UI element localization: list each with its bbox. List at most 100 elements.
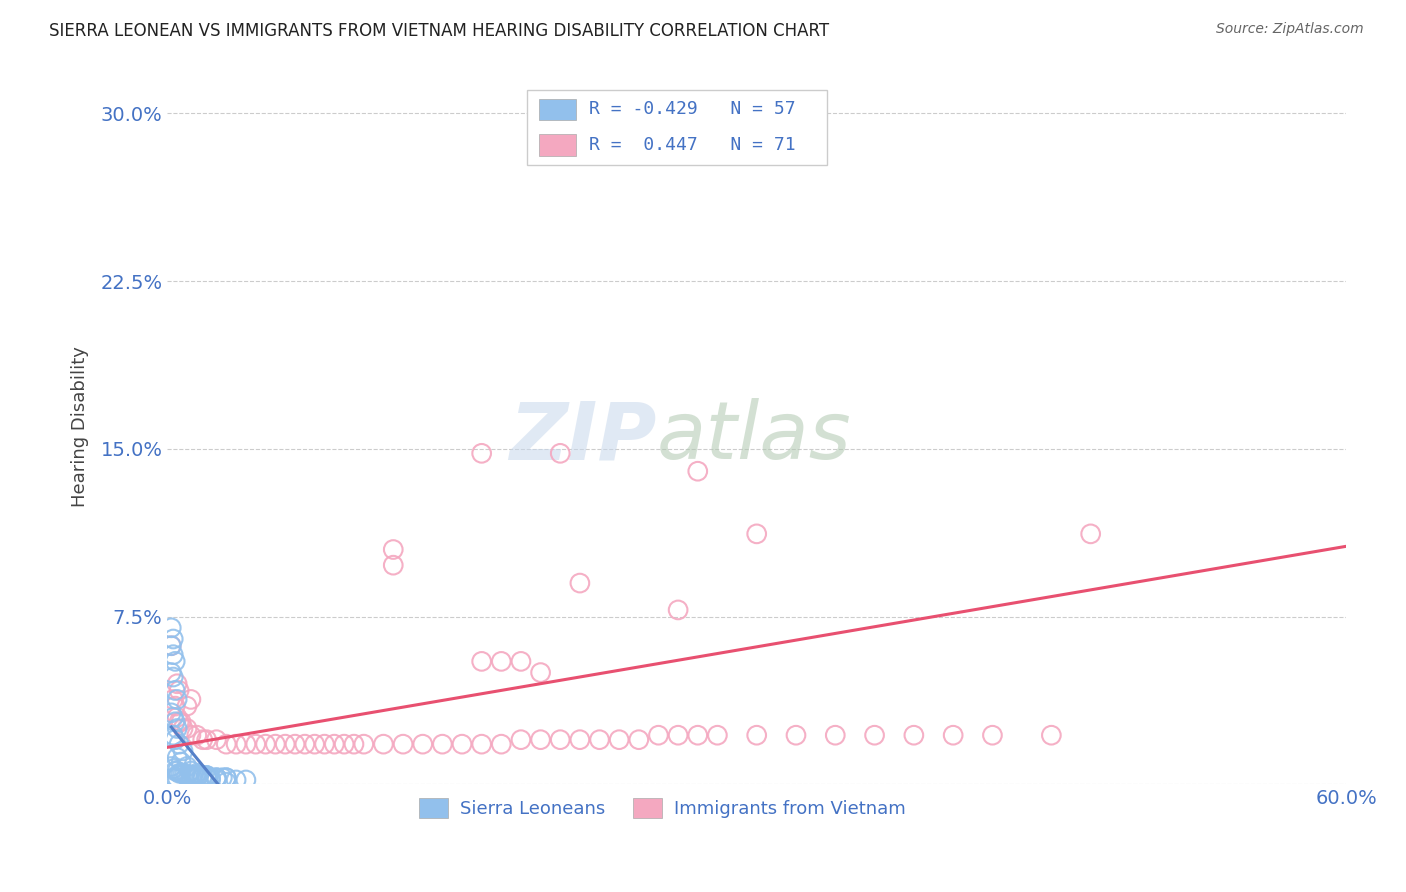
Point: [343, 737, 366, 751]
Point: [170, 755, 193, 769]
Point: [304, 737, 326, 751]
Point: [162, 648, 184, 662]
Point: [200, 772, 222, 787]
Point: [165, 699, 187, 714]
Point: [471, 737, 494, 751]
Point: [392, 737, 415, 751]
Point: [162, 762, 184, 776]
Point: [284, 737, 307, 751]
Point: [706, 728, 728, 742]
Point: [274, 737, 297, 751]
Point: [471, 446, 494, 460]
Point: [568, 732, 591, 747]
Point: [666, 603, 689, 617]
Point: [160, 665, 183, 680]
Point: [548, 446, 571, 460]
Point: [165, 764, 187, 778]
Point: [172, 744, 194, 758]
Point: [568, 576, 591, 591]
Point: [200, 771, 222, 785]
Point: [205, 771, 228, 785]
Point: [165, 683, 187, 698]
FancyBboxPatch shape: [527, 90, 827, 165]
Point: [162, 670, 184, 684]
Point: [412, 737, 434, 751]
Point: [863, 728, 886, 742]
Point: [215, 775, 238, 789]
Point: [160, 706, 183, 720]
Point: [205, 772, 228, 787]
Point: [160, 639, 183, 653]
Point: [166, 750, 188, 764]
FancyBboxPatch shape: [538, 135, 576, 156]
Point: [166, 710, 188, 724]
Point: [211, 771, 233, 785]
Point: [215, 771, 238, 785]
Point: [160, 621, 183, 635]
Point: [333, 737, 356, 751]
Point: [162, 692, 184, 706]
Point: [186, 766, 208, 780]
Point: [686, 464, 709, 478]
Point: [176, 722, 198, 736]
Point: [165, 732, 187, 747]
Text: ZIP: ZIP: [509, 398, 657, 476]
Point: [191, 768, 214, 782]
Y-axis label: Hearing Disability: Hearing Disability: [72, 346, 89, 507]
Point: [432, 737, 454, 751]
Point: [686, 728, 709, 742]
Point: [254, 737, 277, 751]
Point: [162, 771, 184, 785]
Legend: Sierra Leoneans, Immigrants from Vietnam: Sierra Leoneans, Immigrants from Vietnam: [412, 791, 912, 825]
Point: [225, 737, 247, 751]
Point: [235, 772, 257, 787]
Point: [162, 710, 184, 724]
Point: [165, 714, 187, 729]
Point: [162, 728, 184, 742]
Point: [165, 654, 187, 668]
Point: [166, 764, 188, 778]
Point: [451, 737, 474, 751]
Point: [205, 732, 228, 747]
Point: [382, 558, 405, 573]
Point: [353, 737, 375, 751]
Point: [491, 737, 513, 751]
Point: [195, 771, 218, 785]
Text: atlas: atlas: [657, 398, 851, 476]
Point: [235, 737, 257, 751]
Point: [195, 768, 218, 782]
Text: SIERRA LEONEAN VS IMMIGRANTS FROM VIETNAM HEARING DISABILITY CORRELATION CHART: SIERRA LEONEAN VS IMMIGRANTS FROM VIETNA…: [49, 22, 830, 40]
Point: [160, 759, 183, 773]
Point: [176, 759, 198, 773]
Point: [323, 737, 346, 751]
Point: [225, 772, 247, 787]
Point: [373, 737, 395, 751]
Point: [166, 692, 188, 706]
Point: [510, 732, 533, 747]
Point: [166, 677, 188, 691]
Point: [165, 771, 187, 785]
Point: [510, 654, 533, 668]
Text: R = -0.429   N = 57: R = -0.429 N = 57: [589, 100, 796, 119]
Point: [245, 737, 267, 751]
Point: [529, 732, 551, 747]
Point: [548, 732, 571, 747]
Point: [186, 768, 208, 782]
Point: [172, 766, 194, 780]
Point: [166, 771, 188, 785]
Point: [785, 728, 807, 742]
Point: [191, 732, 214, 747]
Point: [186, 728, 208, 742]
Point: [981, 728, 1004, 742]
Point: [167, 737, 190, 751]
Point: [195, 732, 218, 747]
Point: [195, 768, 218, 782]
Point: [588, 732, 610, 747]
Point: [167, 766, 190, 780]
Point: [187, 768, 209, 782]
Point: [647, 728, 669, 742]
Point: [903, 728, 925, 742]
Point: [1040, 728, 1063, 742]
Point: [666, 728, 689, 742]
Point: [170, 766, 193, 780]
